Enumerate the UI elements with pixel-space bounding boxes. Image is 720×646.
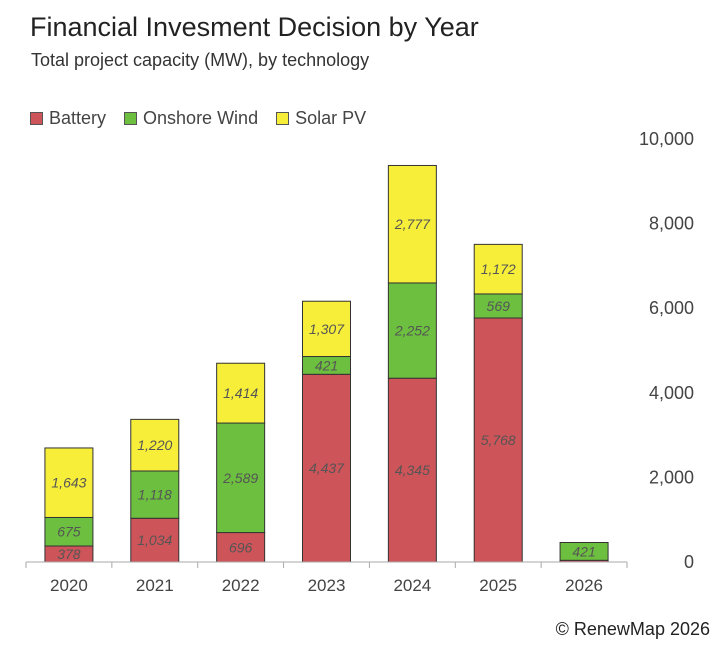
data-label-onshore-wind-2022: 2,589 bbox=[222, 470, 258, 486]
y-tick-label-2000: 2,000 bbox=[649, 467, 694, 487]
data-label-solar-pv-2022: 1,414 bbox=[223, 385, 258, 401]
bar-solar-pv-2020[interactable] bbox=[44, 447, 94, 518]
data-label-onshore-wind-2025: 569 bbox=[487, 298, 511, 314]
bar-battery-2024[interactable] bbox=[387, 377, 437, 563]
x-tick-label-2023: 2023 bbox=[308, 576, 346, 595]
x-tick-label-2022: 2022 bbox=[222, 576, 260, 595]
data-label-onshore-wind-2023: 421 bbox=[315, 357, 338, 373]
data-label-battery-2020: 378 bbox=[57, 546, 81, 562]
bar-battery-2021[interactable] bbox=[130, 517, 180, 563]
legend: Battery Onshore Wind Solar PV bbox=[30, 108, 366, 129]
data-label-battery-2021: 1,034 bbox=[137, 532, 172, 548]
legend-swatch-onshore-wind bbox=[124, 112, 138, 125]
chart-title: Financial Invesment Decision by Year bbox=[30, 12, 479, 42]
data-label-onshore-wind-2026: 421 bbox=[572, 543, 595, 559]
data-label-solar-pv-2020: 1,643 bbox=[51, 475, 86, 491]
y-tick-label-0: 0 bbox=[684, 552, 694, 572]
data-label-onshore-wind-2021: 1,118 bbox=[138, 487, 172, 503]
legend-item-onshore-wind[interactable]: Onshore Wind bbox=[124, 108, 258, 129]
bar-solar-pv-2023[interactable] bbox=[302, 300, 351, 358]
legend-item-battery[interactable]: Battery bbox=[30, 108, 106, 129]
data-label-solar-pv-2025: 1,172 bbox=[481, 261, 516, 277]
legend-swatch-battery bbox=[30, 112, 43, 125]
y-tick-label-6000: 6,000 bbox=[649, 298, 694, 318]
data-label-battery-2024: 4,345 bbox=[395, 462, 430, 478]
data-label-onshore-wind-2020: 675 bbox=[57, 524, 81, 540]
bar-solar-pv-2022[interactable] bbox=[216, 362, 266, 424]
y-tick-label-8000: 8,000 bbox=[649, 214, 694, 234]
data-label-solar-pv-2021: 1,220 bbox=[137, 437, 172, 453]
bar-solar-pv-2025[interactable] bbox=[473, 243, 523, 295]
bar-solar-pv-2024[interactable] bbox=[387, 164, 437, 284]
y-tick-label-4000: 4,000 bbox=[649, 383, 694, 403]
bar-battery-2025[interactable] bbox=[473, 317, 523, 563]
bar-onshore-wind-2024[interactable] bbox=[387, 282, 437, 379]
bars-layer: 378 675 1,643 1,034 1,118 1,220 696 2,589 1,414 4… bbox=[44, 164, 609, 563]
data-label-onshore-wind-2024: 2,252 bbox=[394, 323, 430, 339]
bar-solar-pv-2021[interactable] bbox=[130, 418, 180, 472]
data-label-solar-pv-2023: 1,307 bbox=[309, 321, 345, 337]
data-label-solar-pv-2024: 2,777 bbox=[394, 216, 431, 232]
bar-onshore-wind-2022[interactable] bbox=[216, 422, 266, 534]
y-tick-label-10000: 10,000 bbox=[639, 129, 694, 149]
axes-layer: 2020 2021 2022 2023 2024 2025 2026 0 2,000 4,000 6… bbox=[25, 129, 694, 595]
legend-item-solar-pv[interactable]: Solar PV bbox=[276, 108, 366, 129]
legend-swatch-solar-pv bbox=[276, 112, 290, 125]
bar-onshore-wind-2026[interactable] bbox=[559, 541, 609, 561]
x-tick-label-2024: 2024 bbox=[393, 576, 431, 595]
bar-battery-2022[interactable] bbox=[216, 532, 266, 563]
legend-label-battery: Battery bbox=[49, 108, 107, 128]
data-label-battery-2023: 4,437 bbox=[309, 460, 345, 476]
chart-subtitle: Total project capacity (MW), by technolo… bbox=[31, 50, 370, 70]
x-tick-label-2020: 2020 bbox=[50, 576, 88, 595]
copyright-credit: © RenewMap 2026 bbox=[555, 619, 710, 639]
x-tick-label-2021: 2021 bbox=[136, 576, 174, 595]
x-tick-label-2025: 2025 bbox=[479, 576, 517, 595]
bar-onshore-wind-2021[interactable] bbox=[130, 470, 180, 519]
bar-onshore-wind-2020[interactable] bbox=[44, 516, 94, 547]
legend-label-solar-pv: Solar PV bbox=[295, 108, 367, 128]
legend-label-onshore-wind: Onshore Wind bbox=[143, 108, 259, 128]
data-label-battery-2025: 5,768 bbox=[481, 432, 516, 448]
bar-onshore-wind-2025[interactable] bbox=[473, 293, 523, 319]
x-tick-label-2026: 2026 bbox=[565, 576, 603, 595]
data-label-battery-2022: 696 bbox=[229, 539, 253, 555]
